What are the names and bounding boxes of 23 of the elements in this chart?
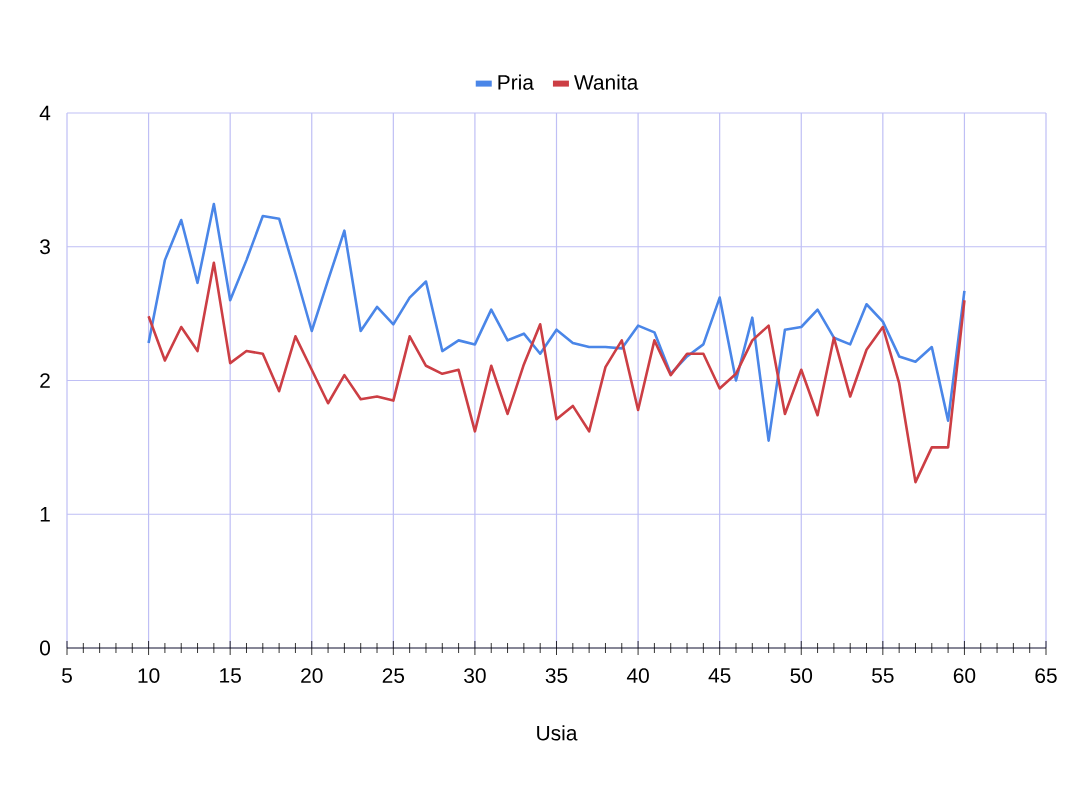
x-axis-title: Usia: [537, 725, 578, 741]
x-tick-label: 25: [382, 668, 405, 683]
y-tick-label: 3: [39, 239, 50, 255]
x-tick-label: 55: [872, 668, 894, 683]
x-tick-label: 35: [545, 668, 568, 683]
x-tick-label: 50: [790, 668, 813, 683]
x-tick-label: 15: [220, 668, 241, 683]
x-tick-label: 60: [953, 668, 976, 683]
x-tick-label: 30: [464, 668, 486, 683]
legend-label: Pria: [498, 74, 534, 90]
x-tick-label: 65: [1035, 668, 1057, 683]
line-series: [147, 261, 966, 484]
legend-label: Wanita: [574, 74, 639, 90]
y-tick-label: 1: [40, 507, 50, 522]
x-tick-label: 10: [138, 668, 160, 683]
x-tick-label: 45: [708, 668, 731, 683]
y-tick-label: 0: [40, 640, 50, 656]
y-tick-label: 2: [40, 373, 50, 388]
x-tick-label: 40: [626, 668, 649, 683]
x-tick-label: 20: [301, 668, 323, 683]
line-series: [147, 202, 966, 442]
x-tick-label: 5: [62, 668, 72, 683]
y-tick-label: 4: [39, 105, 51, 121]
